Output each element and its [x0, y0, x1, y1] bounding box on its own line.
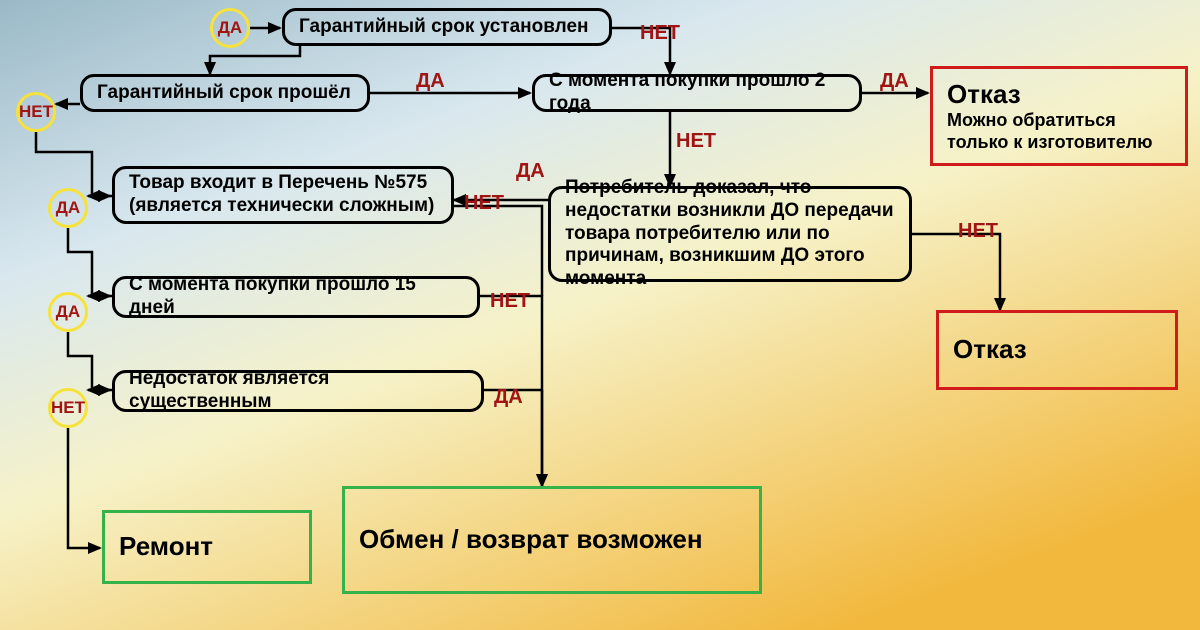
edge-label-e_exp_yes: ДА	[416, 70, 445, 93]
node-n_list575: Товар входит в Перечень №575 (является т…	[112, 166, 454, 224]
node-n_repair: Ремонт	[102, 510, 312, 584]
circle-label-c3: ДА	[48, 188, 88, 228]
circle-label-c2: НЕТ	[16, 92, 56, 132]
node-n_exchange: Обмен / возврат возможен	[342, 486, 762, 594]
success-text: Ремонт	[119, 531, 295, 562]
node-text: Недостаток является существенным	[129, 368, 467, 414]
node-n_expired: Гарантийный срок прошёл	[80, 74, 370, 112]
edge-label-e_ess_yes: ДА	[494, 386, 523, 409]
node-n_15d: С момента покупки прошло 15 дней	[112, 276, 480, 318]
success-text: Обмен / возврат возможен	[359, 524, 745, 555]
node-text: Гарантийный срок прошёл	[97, 82, 353, 105]
circle-label-c4: ДА	[48, 292, 88, 332]
edge-label-e_15d_no: НЕТ	[490, 290, 530, 313]
edge-label-e_2y_yes: ДА	[880, 70, 909, 93]
node-n_ess: Недостаток является существенным	[112, 370, 484, 412]
flowchart-stage: { "canvas": { "w": 1200, "h": 630, "bg_g…	[0, 0, 1200, 630]
circle-label-c5: НЕТ	[48, 388, 88, 428]
node-text: Товар входит в Перечень №575 (является т…	[129, 172, 437, 218]
refusal-title: Отказ	[953, 334, 1027, 365]
node-n_proof: Потребитель доказал, что недостатки возн…	[548, 186, 912, 282]
circle-label-c1: ДА	[210, 8, 250, 48]
node-n_2y: С момента покупки прошло 2 года	[532, 74, 862, 112]
node-n_top: Гарантийный срок установлен	[282, 8, 612, 46]
edge-label-e_2y_no_down: НЕТ	[676, 130, 716, 153]
node-text: Потребитель доказал, что недостатки возн…	[565, 177, 895, 291]
refusal-sub: Можно обратиться только к изготовителю	[947, 110, 1171, 153]
edge-label-e_top_no: НЕТ	[640, 22, 680, 45]
node-text: С момента покупки прошло 2 года	[549, 70, 845, 116]
edge-label-e_proof_yes: ДА	[516, 160, 545, 183]
node-text: Гарантийный срок установлен	[299, 16, 595, 39]
node-n_ref2: Отказ	[936, 310, 1178, 390]
edge-label-e_list_no: НЕТ	[464, 192, 504, 215]
edge-label-e_proof_no: НЕТ	[958, 220, 998, 243]
refusal-title: Отказ	[947, 79, 1021, 110]
node-text: С момента покупки прошло 15 дней	[129, 274, 463, 320]
node-n_ref1: ОтказМожно обратиться только к изготовит…	[930, 66, 1188, 166]
